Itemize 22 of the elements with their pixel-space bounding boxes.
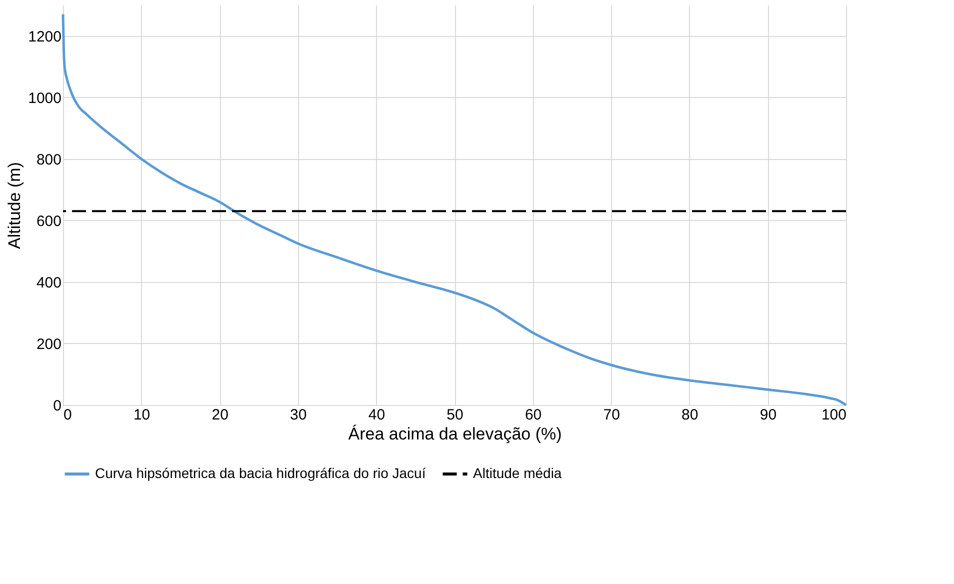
x-tick-label: 90 (760, 406, 777, 424)
y-tick-label: 1000 (28, 90, 62, 107)
x-tick-label: 30 (290, 406, 307, 424)
y-tick-label: 800 (36, 151, 62, 168)
x-tick-label: 60 (524, 406, 542, 424)
x-tick-label: 40 (368, 406, 386, 424)
x-tick-label: 0 (64, 406, 72, 424)
x-tick-label: 20 (212, 406, 228, 424)
legend-label: Curva hipsómetrica da bacia hidrográfica do rio Jacuí (95, 465, 426, 481)
line-series (62, 12, 848, 406)
x-axis-title: Área acima da elevação (%) (348, 424, 562, 444)
x-tick-label: 50 (446, 406, 464, 424)
y-tick-label: 1200 (28, 28, 62, 46)
x-tick-label: 80 (682, 406, 698, 424)
x-tick-label: 100 (821, 406, 846, 424)
legend-label: Altitude média (473, 465, 562, 481)
y-tick-label: 200 (36, 336, 62, 353)
y-tick-label: 400 (36, 274, 62, 292)
y-tick-label: 600 (36, 212, 62, 230)
x-tick-label: 70 (603, 406, 620, 424)
x-tick-label: 10 (133, 406, 150, 424)
y-axis-title: Altitude (m) (5, 162, 24, 249)
